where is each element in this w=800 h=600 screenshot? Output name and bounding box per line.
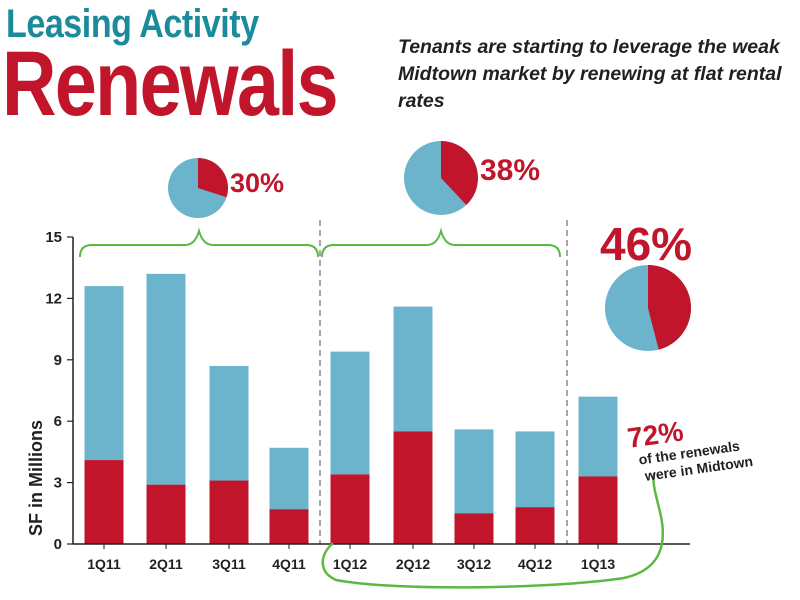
axis-group: 0 3 6 9 12 15 1Q11 2Q11 3Q11 4Q11 1Q12 2Q12 3Q12 4Q12… — [26, 229, 690, 572]
note-percent: 72% — [625, 415, 685, 454]
x-tick-label: 3Q11 — [212, 556, 246, 572]
x-tick-label: 1Q13 — [581, 556, 615, 572]
bar-other-4Q12 — [515, 431, 555, 508]
x-tick-label: 3Q12 — [457, 556, 491, 572]
x-tick-label: 2Q11 — [149, 556, 183, 572]
midtown-highlight-oval — [321, 472, 665, 589]
bracket-group — [79, 227, 561, 258]
bar-midtown-2Q11 — [146, 484, 186, 544]
main-title: Renewals — [2, 33, 339, 135]
y-axis-title: SF in Millions — [26, 420, 46, 536]
bar-other-1Q13 — [578, 396, 618, 477]
pie-2011-label: 30% — [230, 168, 284, 198]
bar-midtown-3Q11 — [209, 480, 249, 544]
bar-midtown-4Q12 — [515, 507, 555, 544]
bar-other-3Q11 — [209, 365, 249, 481]
y-tick-label: 3 — [54, 475, 62, 492]
subtitle: Tenants are starting to leverage the wea… — [398, 36, 782, 112]
bar-other-2Q11 — [146, 273, 186, 485]
bar-other-1Q12 — [330, 351, 370, 475]
bar-midtown-2Q12 — [393, 431, 433, 544]
bar-midtown-1Q13 — [578, 476, 618, 544]
x-tick-label: 4Q12 — [518, 556, 552, 572]
pie-group: 30% 38% 46% — [168, 141, 692, 351]
x-tick-label: 4Q11 — [272, 556, 306, 572]
y-tick-label: 12 — [45, 290, 62, 307]
x-tick-label: 1Q12 — [333, 556, 367, 572]
bar-group — [84, 273, 618, 544]
bar-other-3Q12 — [454, 429, 494, 514]
bar-other-1Q11 — [84, 286, 124, 461]
pie-2011-midtown-slice — [198, 158, 228, 198]
bar-midtown-3Q12 — [454, 513, 494, 544]
y-tick-label: 15 — [45, 229, 62, 246]
divider-group — [319, 220, 568, 544]
y-tick-label: 0 — [54, 536, 62, 553]
bar-midtown-1Q12 — [330, 474, 370, 544]
x-tick-label: 1Q11 — [87, 556, 121, 572]
bar-midtown-1Q11 — [84, 460, 124, 544]
bracket-2011 — [79, 227, 319, 258]
bar-other-4Q11 — [269, 447, 309, 510]
kicker-title: Leasing Activity — [6, 2, 259, 46]
bar-midtown-4Q11 — [269, 509, 309, 544]
pie-1q13-label: 46% — [600, 218, 692, 270]
x-tick-label: 2Q12 — [396, 556, 430, 572]
pie-2012-midtown-slice — [441, 141, 478, 205]
y-tick-label: 6 — [54, 413, 62, 430]
bracket-2012 — [321, 227, 561, 258]
bar-other-2Q12 — [393, 306, 433, 432]
pie-1q13-midtown-slice — [648, 264, 692, 350]
y-tick-label: 9 — [54, 352, 62, 369]
pie-2012-label: 38% — [480, 154, 540, 187]
